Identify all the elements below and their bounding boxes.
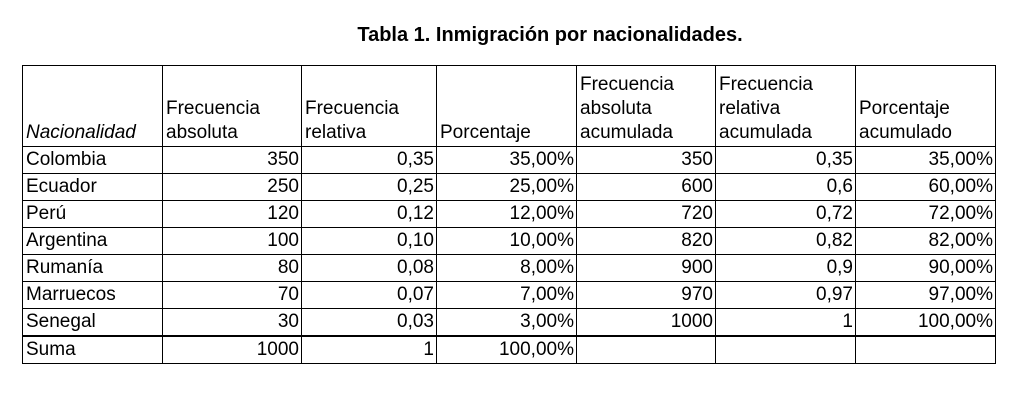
table-row: Argentina 100 0,10 10,00% 820 0,82 82,00… <box>22 227 996 255</box>
table-title: Tabla 1. Inmigración por nacionalidades. <box>357 24 743 46</box>
cell-frecuencia-relativa: 0,35 <box>301 146 437 174</box>
cell-frecuencia-absoluta-acumulada: 1000 <box>576 308 716 337</box>
cell-nacionalidad: Ecuador <box>22 173 163 201</box>
table-row: Marruecos 70 0,07 7,00% 970 0,97 97,00% <box>22 281 996 309</box>
table-row: Ecuador 250 0,25 25,00% 600 0,6 60,00% <box>22 173 996 201</box>
total-frecuencia-relativa: 1 <box>301 335 437 364</box>
total-empty-cell <box>855 335 996 364</box>
immigration-table: Nacionalidad Frecuencia absoluta Frecuen… <box>22 65 996 364</box>
table-row: Rumanía 80 0,08 8,00% 900 0,9 90,00% <box>22 254 996 282</box>
cell-frecuencia-absoluta-acumulada: 720 <box>576 200 716 228</box>
table-row: Senegal 30 0,03 3,00% 1000 1 100,00% <box>22 308 996 337</box>
cell-nacionalidad: Marruecos <box>22 281 163 309</box>
cell-frecuencia-relativa: 0,10 <box>301 227 437 255</box>
cell-porcentaje-acumulado: 60,00% <box>855 173 996 201</box>
cell-frecuencia-absoluta: 100 <box>162 227 302 255</box>
cell-frecuencia-absoluta-acumulada: 350 <box>576 146 716 174</box>
cell-porcentaje-acumulado: 72,00% <box>855 200 996 228</box>
header-row: Nacionalidad Frecuencia absoluta Frecuen… <box>22 65 996 147</box>
cell-frecuencia-relativa: 0,03 <box>301 308 437 337</box>
cell-frecuencia-absoluta: 80 <box>162 254 302 282</box>
total-frecuencia-absoluta: 1000 <box>162 335 302 364</box>
total-empty-cell <box>576 335 716 364</box>
cell-porcentaje-acumulado: 97,00% <box>855 281 996 309</box>
header-nacionalidad: Nacionalidad <box>22 65 163 147</box>
cell-frecuencia-relativa-acumulada: 0,6 <box>715 173 856 201</box>
cell-frecuencia-absoluta: 250 <box>162 173 302 201</box>
total-row: Suma 1000 1 100,00% <box>22 335 996 364</box>
cell-porcentaje: 7,00% <box>436 281 577 309</box>
cell-nacionalidad: Rumanía <box>22 254 163 282</box>
table-row: Perú 120 0,12 12,00% 720 0,72 72,00% <box>22 200 996 228</box>
table-row: Colombia 350 0,35 35,00% 350 0,35 35,00% <box>22 146 996 174</box>
total-empty-cell <box>715 335 856 364</box>
cell-frecuencia-relativa: 0,08 <box>301 254 437 282</box>
header-porcentaje-acumulado: Porcentaje acumulado <box>855 65 996 147</box>
cell-porcentaje: 25,00% <box>436 173 577 201</box>
cell-frecuencia-relativa: 0,25 <box>301 173 437 201</box>
total-label: Suma <box>22 335 163 364</box>
cell-porcentaje: 10,00% <box>436 227 577 255</box>
cell-frecuencia-relativa-acumulada: 1 <box>715 308 856 337</box>
cell-nacionalidad: Senegal <box>22 308 163 337</box>
cell-frecuencia-relativa-acumulada: 0,72 <box>715 200 856 228</box>
cell-nacionalidad: Argentina <box>22 227 163 255</box>
header-porcentaje: Porcentaje <box>436 65 577 147</box>
header-frecuencia-relativa-acumulada: Frecuencia relativa acumulada <box>715 65 856 147</box>
header-frecuencia-absoluta: Frecuencia absoluta <box>162 65 302 147</box>
cell-porcentaje: 12,00% <box>436 200 577 228</box>
cell-frecuencia-relativa-acumulada: 0,35 <box>715 146 856 174</box>
cell-frecuencia-absoluta-acumulada: 600 <box>576 173 716 201</box>
total-porcentaje: 100,00% <box>436 335 577 364</box>
cell-frecuencia-relativa-acumulada: 0,97 <box>715 281 856 309</box>
cell-frecuencia-absoluta-acumulada: 900 <box>576 254 716 282</box>
cell-porcentaje-acumulado: 90,00% <box>855 254 996 282</box>
cell-nacionalidad: Perú <box>22 200 163 228</box>
cell-porcentaje: 8,00% <box>436 254 577 282</box>
cell-porcentaje: 35,00% <box>436 146 577 174</box>
cell-frecuencia-absoluta: 350 <box>162 146 302 174</box>
cell-frecuencia-absoluta-acumulada: 970 <box>576 281 716 309</box>
cell-frecuencia-relativa-acumulada: 0,82 <box>715 227 856 255</box>
cell-frecuencia-absoluta: 70 <box>162 281 302 309</box>
cell-frecuencia-absoluta-acumulada: 820 <box>576 227 716 255</box>
header-frecuencia-relativa: Frecuencia relativa <box>301 65 437 147</box>
cell-frecuencia-relativa: 0,12 <box>301 200 437 228</box>
cell-porcentaje-acumulado: 82,00% <box>855 227 996 255</box>
cell-frecuencia-absoluta: 120 <box>162 200 302 228</box>
cell-frecuencia-relativa-acumulada: 0,9 <box>715 254 856 282</box>
title-area: Tabla 1. Inmigración por nacionalidades. <box>0 0 1013 60</box>
cell-porcentaje: 3,00% <box>436 308 577 337</box>
cell-porcentaje-acumulado: 35,00% <box>855 146 996 174</box>
cell-porcentaje-acumulado: 100,00% <box>855 308 996 337</box>
cell-frecuencia-absoluta: 30 <box>162 308 302 337</box>
cell-frecuencia-relativa: 0,07 <box>301 281 437 309</box>
cell-nacionalidad: Colombia <box>22 146 163 174</box>
header-frecuencia-absoluta-acumulada: Frecuencia absoluta acumulada <box>576 65 716 147</box>
